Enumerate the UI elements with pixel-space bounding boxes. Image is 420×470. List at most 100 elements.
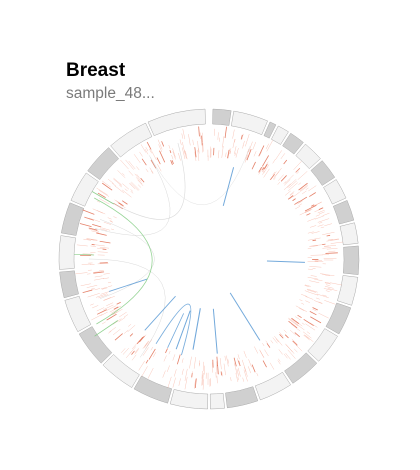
mutation-tick [120, 204, 126, 209]
mutation-tick [123, 314, 129, 318]
mutation-tick [140, 177, 145, 183]
mutation-tick [144, 342, 148, 347]
mutation-tick [322, 212, 330, 216]
mutation-tick [330, 241, 344, 244]
mutation-tick [86, 238, 95, 241]
mutation-tick [289, 191, 295, 196]
mutation-tick [287, 195, 294, 200]
mutation-tick [284, 190, 291, 196]
mutation-tick [314, 278, 323, 282]
mutation-tick [113, 216, 117, 219]
chromosome-segment [284, 352, 318, 384]
mutation-tick [197, 140, 199, 152]
rearrangement-link [229, 292, 261, 341]
mutation-tick [128, 160, 136, 170]
mutation-tick [310, 275, 317, 277]
mutation-tick [96, 200, 100, 203]
chromosome-segment [110, 122, 153, 158]
mutation-tick [99, 240, 111, 244]
mutation-tick [244, 154, 249, 163]
mutation-tick [137, 179, 144, 186]
mutation-tick [251, 161, 256, 170]
chromosome-segment [254, 371, 292, 401]
mutation-tick [113, 177, 122, 186]
mutation-tick [326, 239, 340, 242]
mutation-tick [87, 293, 100, 298]
mutation-tick [305, 296, 314, 300]
mutation-tick [306, 331, 311, 335]
mutation-tracks [75, 126, 344, 390]
mutation-tick [253, 151, 257, 157]
mutation-tick [293, 348, 298, 353]
mutation-tick [254, 346, 259, 354]
mutation-tick [262, 343, 265, 347]
mutation-tick [290, 318, 298, 324]
mutation-tick [112, 328, 121, 336]
mutation-tick [242, 145, 244, 149]
mutation-tick [97, 247, 105, 250]
mutation-tick [299, 184, 309, 192]
mutation-tick [142, 340, 149, 349]
mutation-tick [315, 214, 320, 217]
mutation-tick [103, 304, 114, 310]
mutation-tick [301, 322, 305, 325]
mutation-tick [92, 305, 99, 309]
rearrangement-link [192, 308, 201, 350]
mutation-tick [307, 291, 319, 296]
mutation-tick [223, 363, 226, 376]
mutation-tick [319, 222, 323, 224]
mutation-tick [312, 307, 318, 311]
mutation-tick [126, 351, 132, 359]
mutation-tick [139, 335, 145, 343]
mutation-tick [242, 377, 245, 382]
mutation-tick [114, 333, 123, 341]
mutation-tick [278, 349, 283, 355]
mutation-tick [324, 282, 332, 285]
mutation-tick [262, 360, 267, 368]
mutation-tick [296, 345, 303, 352]
mutation-tick [322, 231, 335, 236]
mutation-tick [119, 184, 122, 188]
mutation-tick [235, 373, 239, 382]
mutation-tick [242, 140, 245, 147]
mutation-tick [162, 370, 166, 378]
mutation-tick [322, 247, 331, 249]
mutation-tick [136, 177, 143, 185]
mutation-tick [275, 338, 279, 343]
mutation-tick [270, 340, 274, 344]
mutation-tick [264, 349, 269, 357]
mutation-tick [279, 334, 284, 339]
mutation-tick [289, 192, 294, 196]
mutation-tick [258, 166, 264, 175]
rearrangement-link [104, 143, 186, 220]
mutation-tick [172, 148, 176, 158]
mutation-tick [303, 334, 310, 341]
mutation-tick [219, 358, 222, 370]
mutation-tick [285, 174, 294, 184]
mutation-tick [131, 354, 137, 361]
mutation-tick [157, 164, 162, 172]
mutation-tick [304, 204, 317, 212]
mutation-tick [216, 375, 218, 384]
rearrangement-link [222, 167, 235, 207]
mutation-tick [113, 178, 122, 187]
mutation-tick [298, 196, 308, 203]
mutation-tick [309, 311, 317, 316]
chromosome-segment [263, 121, 277, 139]
mutation-tick [288, 318, 299, 327]
mutation-tick [327, 239, 333, 241]
mutation-tick [143, 341, 150, 349]
chromosome-segment [70, 172, 99, 207]
mutation-tick [318, 207, 324, 210]
mutation-tick [225, 152, 227, 158]
mutation-tick [98, 190, 110, 197]
mutation-tick [158, 144, 163, 153]
mutation-tick [285, 344, 295, 354]
mutation-tick [134, 347, 139, 354]
mutation-tick [294, 167, 301, 174]
mutation-tick [263, 168, 270, 178]
mutation-tick [261, 161, 269, 173]
mutation-tick [131, 350, 135, 355]
mutation-tick [305, 187, 309, 190]
mutation-tick [272, 158, 276, 164]
